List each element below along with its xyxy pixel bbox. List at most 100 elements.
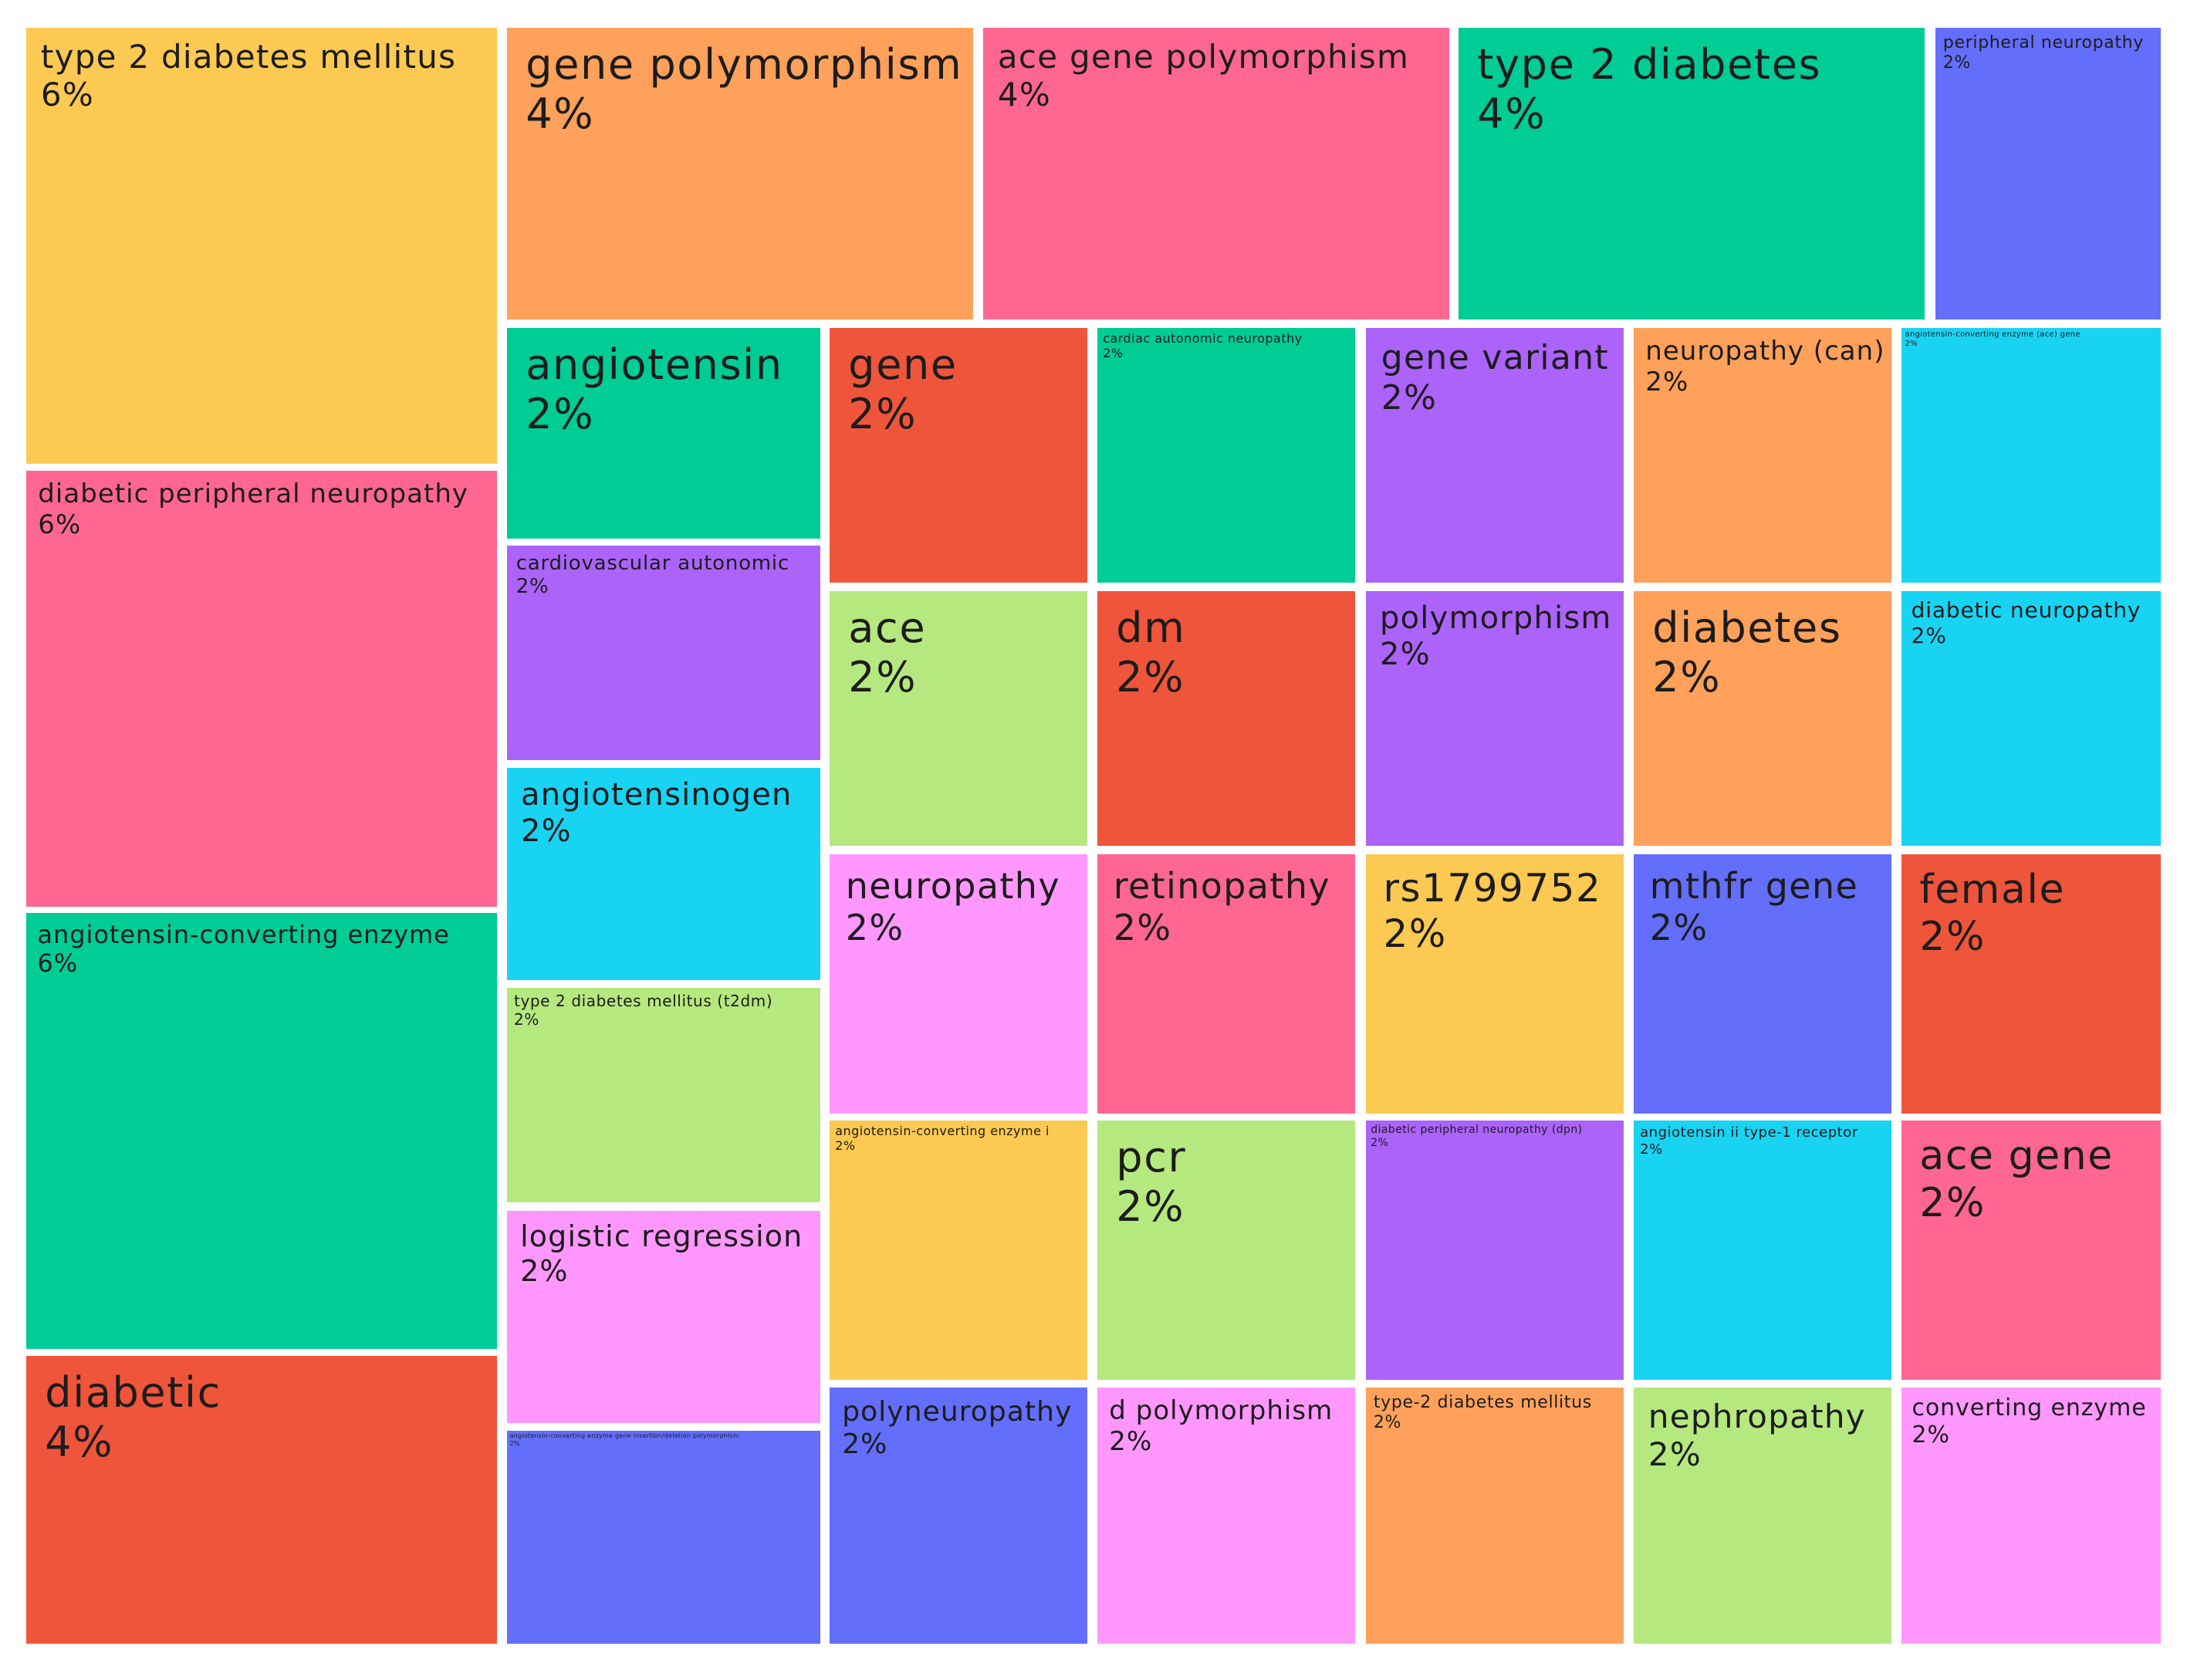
tile-value: 2% [1383, 911, 1447, 956]
tile-label: cardiovascular autonomic [515, 551, 789, 575]
tile-label: rs1799752 [1383, 866, 1602, 911]
tile-label: gene polymorphism [526, 40, 963, 90]
treemap-tile-polyneuropathy: polyneuropathy 2% [830, 1388, 1087, 1644]
treemap-tile-nephropathy: nephropathy 2% [1634, 1388, 1891, 1644]
tile-value: 2% [526, 389, 595, 438]
tile-label: logistic regression [520, 1219, 803, 1254]
tile-label: polymorphism [1380, 600, 1612, 636]
treemap-tile-mthfr-gene: mthfr gene 2% [1634, 854, 1891, 1114]
tile-label: type 2 diabetes mellitus (t2dm) [514, 992, 773, 1010]
treemap-tile-neuropathy-can: neuropathy (can) 2% [1634, 328, 1891, 583]
treemap-tile-d-polymorphism: d polymorphism 2% [1097, 1388, 1355, 1644]
treemap-tile-diabetic: diabetic 4% [26, 1356, 497, 1644]
tile-label: converting enzyme [1912, 1394, 2147, 1421]
treemap-tile-ace-gene: ace gene 2% [1901, 1121, 2161, 1380]
treemap-tile-gene-polymorphism: gene polymorphism 4% [507, 28, 973, 319]
tile-value: 2% [1371, 1136, 1389, 1149]
treemap-tile-diabetic-peripheral-neuropathy: diabetic peripheral neuropathy 6% [26, 471, 497, 907]
tile-value: 4% [1477, 89, 1546, 138]
treemap-tile-cardiac-autonomic-neuropathy: cardiac autonomic neuropathy 2% [1097, 328, 1355, 583]
treemap-tile-gene-variant: gene variant 2% [1366, 328, 1624, 583]
tile-value: 2% [1103, 345, 1124, 360]
tile-label: diabetic peripheral neuropathy (dpn) [1371, 1124, 1583, 1137]
tile-label: angiotensin [526, 340, 783, 390]
tile-value: 4% [997, 76, 1052, 114]
tile-value: 2% [1109, 1426, 1153, 1458]
tile-label: type 2 diabetes mellitus [40, 37, 457, 76]
treemap-tile-type-2-diabetes-mellitus: type-2 diabetes mellitus 2% [1366, 1388, 1624, 1644]
tile-label: mthfr gene [1649, 864, 1859, 907]
tile-value: 2% [1116, 652, 1185, 701]
treemap-tile-polymorphism: polymorphism 2% [1366, 591, 1624, 846]
tile-label: angiotensin-converting enzyme gene inser… [509, 1432, 740, 1440]
tile-value: 2% [1116, 1181, 1185, 1231]
treemap-tile-dm: dm 2% [1097, 591, 1355, 846]
tile-value: 2% [1649, 907, 1709, 949]
tile-value: 2% [1942, 52, 1972, 73]
tile-label: angiotensin-converting enzyme [37, 919, 450, 949]
tile-label: neuropathy (can) [1645, 336, 1885, 367]
tile-label: type-2 diabetes mellitus [1373, 1392, 1592, 1412]
tile-label: retinopathy [1113, 864, 1330, 907]
tile-label: angiotensin-converting enzyme i [835, 1123, 1050, 1138]
treemap-tile-angiotensinogen: angiotensinogen 2% [507, 768, 820, 980]
tile-value: 6% [37, 948, 79, 979]
tile-value: 2% [845, 907, 904, 949]
tile-value: 2% [835, 1137, 856, 1153]
tile-value: 2% [1640, 1141, 1663, 1158]
tile-value: 2% [848, 389, 918, 438]
tile-label: dm [1116, 603, 1186, 653]
treemap-tile-diabetes: diabetes 2% [1634, 591, 1891, 846]
tile-value: 2% [1905, 339, 1918, 348]
tile-label: female [1919, 866, 2066, 913]
tile-value: 2% [1113, 907, 1172, 949]
treemap-tile-type-2-diabetes-mellitus-t2dm: type 2 diabetes mellitus (t2dm) 2% [507, 988, 820, 1202]
treemap-tile-ace-gene-polymorphism: ace gene polymorphism 4% [983, 28, 1449, 319]
tile-label: pcr [1116, 1133, 1187, 1182]
tile-value: 2% [520, 1254, 569, 1289]
tile-value: 2% [1373, 1412, 1402, 1432]
tile-value: 2% [1380, 637, 1431, 673]
treemap-tile-converting-enzyme: converting enzyme 2% [1901, 1388, 2161, 1644]
tile-label: d polymorphism [1109, 1395, 1333, 1427]
tile-label: gene variant [1381, 338, 1609, 378]
tile-label: neuropathy [845, 864, 1060, 907]
tile-value: 6% [40, 76, 95, 114]
tile-value: 2% [1919, 913, 1986, 960]
tile-value: 2% [1652, 652, 1722, 701]
tile-value: 2% [842, 1428, 888, 1461]
treemap-tile-ace: ace 2% [830, 591, 1087, 846]
tile-value: 2% [514, 1009, 539, 1029]
treemap-tile-type-2-diabetes: type 2 diabetes 4% [1459, 28, 1925, 319]
tile-label: ace gene [1919, 1132, 2114, 1179]
tile-value: 6% [38, 509, 82, 541]
treemap-tile-neuropathy: neuropathy 2% [830, 854, 1087, 1114]
tile-value: 2% [1648, 1435, 1702, 1474]
treemap-tile-pcr: pcr 2% [1097, 1121, 1355, 1380]
treemap-tile-angiotensin: angiotensin 2% [507, 328, 820, 539]
treemap-tile-angiotensin-converting-enzyme-gene-insertion-deletion-polymorphism: angiotensin-converting enzyme gene inser… [507, 1431, 820, 1644]
tile-label: type 2 diabetes [1477, 40, 1822, 90]
tile-value: 4% [45, 1417, 114, 1466]
treemap-tile-gene: gene 2% [830, 328, 1087, 583]
treemap-tile-retinopathy: retinopathy 2% [1097, 854, 1355, 1114]
treemap-tile-cardiovascular-autonomic: cardiovascular autonomic 2% [507, 546, 820, 760]
tile-value: 2% [1912, 1421, 1950, 1449]
treemap-tile-angiotensin-converting-enzyme: angiotensin-converting enzyme 6% [26, 913, 497, 1349]
tile-label: ace gene polymorphism [997, 37, 1410, 76]
treemap-tile-rs1799752: rs1799752 2% [1366, 854, 1624, 1114]
treemap-tile-logistic-regression: logistic regression 2% [507, 1211, 820, 1423]
treemap-tile-angiotensin-ii-type-1-receptor: angiotensin ii type-1 receptor 2% [1634, 1121, 1891, 1380]
tile-label: cardiac autonomic neuropathy [1103, 330, 1303, 346]
tile-value: 2% [1381, 378, 1438, 418]
tile-value: 2% [848, 652, 918, 701]
tile-label: gene [848, 340, 958, 390]
treemap-tile-peripheral-neuropathy: peripheral neuropathy 2% [1935, 28, 2161, 319]
tile-label: ace [848, 603, 927, 653]
treemap-tile-diabetic-neuropathy: diabetic neuropathy 2% [1901, 591, 2161, 846]
treemap-tile-type-2-diabetes-mellitus: type 2 diabetes mellitus 6% [26, 28, 497, 464]
tile-label: angiotensin ii type-1 receptor [1640, 1124, 1858, 1141]
tile-label: polyneuropathy [842, 1395, 1073, 1428]
tile-label: angiotensinogen [521, 777, 793, 813]
